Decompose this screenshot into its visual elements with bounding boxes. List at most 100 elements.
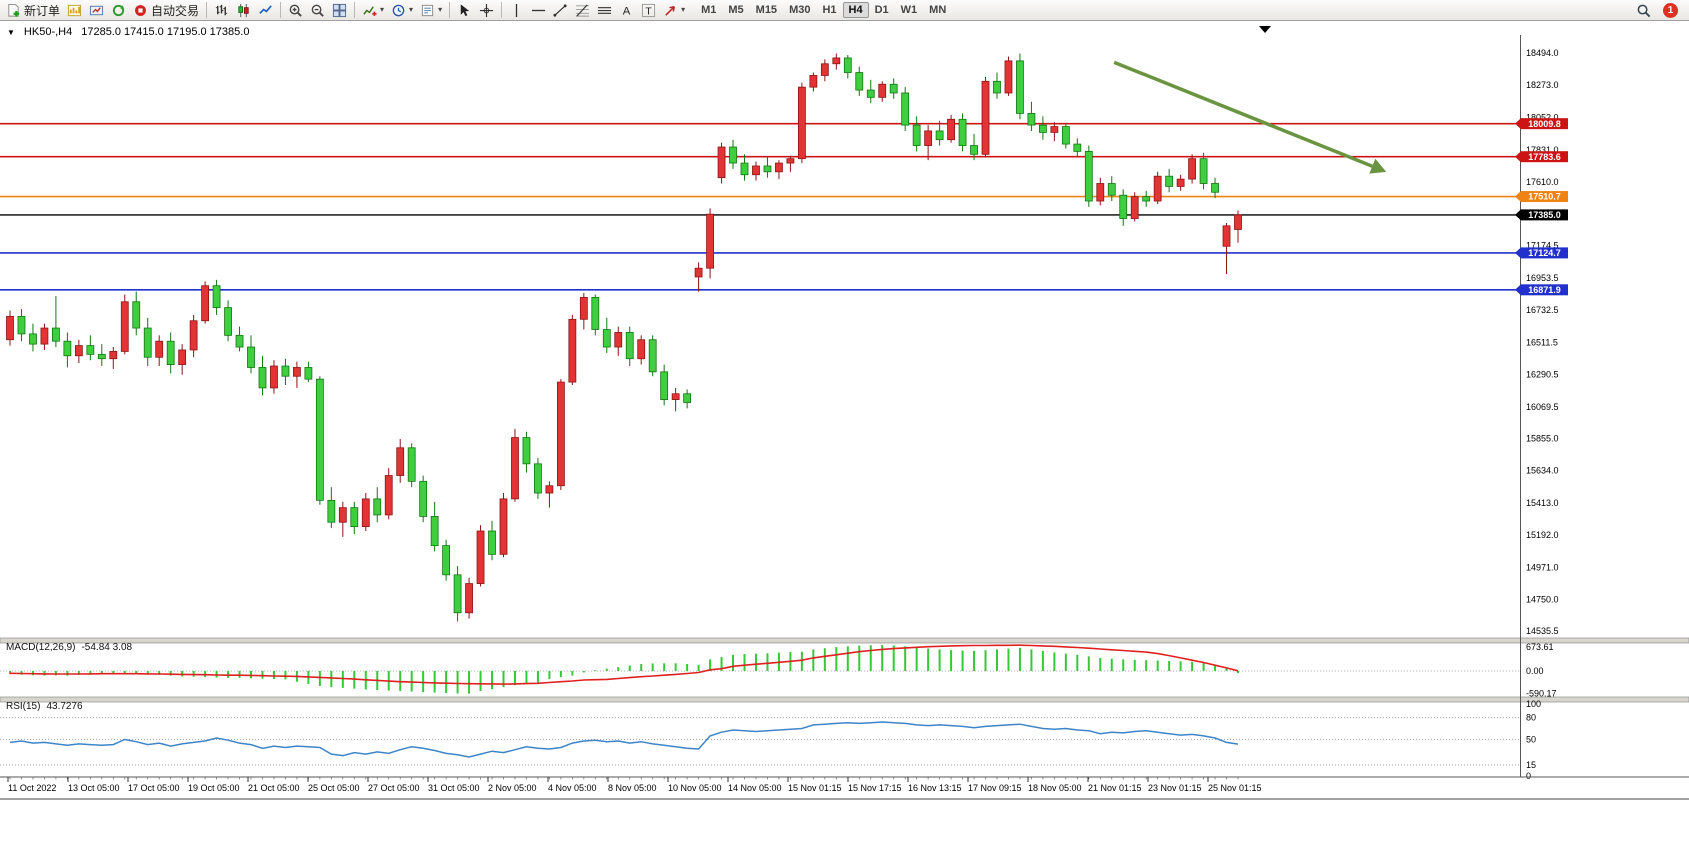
price-badge-17124.7: 17124.7 [1515,247,1568,259]
macd-histogram [9,645,1239,694]
svg-text:4 Nov 05:00: 4 Nov 05:00 [548,783,597,793]
line-chart-button[interactable] [255,1,276,20]
svg-text:16953.5: 16953.5 [1526,273,1559,283]
chart-ohlc-values: 17285.0 17415.0 17195.0 17385.0 [81,26,250,38]
periods-button[interactable]: ▾ [388,1,416,20]
price-lines [0,122,1520,291]
chart-canvas: 18494.018273.018052.017831.017610.017389… [0,21,1689,858]
new-chart-button[interactable] [64,1,85,20]
svg-text:17510.7: 17510.7 [1528,192,1561,202]
timeframe-m1-button[interactable]: M1 [701,4,717,16]
trendline-icon [553,3,568,18]
macd-values: -54.84 3.08 [81,642,133,653]
candles-icon [236,3,251,18]
timeframe-group: M1 M5 M15 M30 H1 H4 D1 W1 MN [695,2,952,18]
timeframe-m15-button[interactable]: M15 [755,4,778,16]
fibonacci-button[interactable] [572,1,593,20]
svg-text:10 Nov 05:00: 10 Nov 05:00 [668,783,722,793]
toolbar-right: 1 [1633,1,1686,20]
cursor-button[interactable] [454,1,475,20]
svg-text:673.61: 673.61 [1526,642,1554,652]
templates-button[interactable]: ▾ [417,1,445,20]
chart-yellow-icon [67,3,82,18]
autotrading-label: 自动交易 [151,3,200,18]
chart-background [0,21,1689,858]
refresh-icon [111,3,126,18]
tile-windows-button[interactable] [329,1,350,20]
notification-badge[interactable]: 1 [1663,2,1678,18]
svg-text:15192.0: 15192.0 [1526,530,1559,540]
refresh-button[interactable] [108,1,129,20]
rsi-indicator-label: RSI(15) 43.7276 [6,701,83,712]
zoom-in-button[interactable] [285,1,306,20]
timeframe-w1-button[interactable]: W1 [900,4,918,16]
svg-text:15 Nov 17:15: 15 Nov 17:15 [848,783,902,793]
vline-icon [509,3,524,18]
toolbar-separator [206,2,208,18]
autotrading-button[interactable]: 自动交易 [130,1,202,20]
vertical-line-button[interactable] [506,1,527,20]
price-badge-16871.9: 16871.9 [1515,284,1568,296]
svg-text:0.00: 0.00 [1526,666,1544,676]
timeframe-m30-button[interactable]: M30 [789,4,811,16]
search-button[interactable] [1633,1,1654,20]
svg-text:15: 15 [1526,760,1536,770]
timeframe-h4-button[interactable]: H4 [842,2,869,18]
collapse-triangle-icon[interactable]: ▼ [7,27,15,37]
text-label-button[interactable]: T [638,1,659,20]
profiles-button[interactable] [86,1,107,20]
svg-text:17174.5: 17174.5 [1526,241,1559,251]
chart-shift-icon[interactable] [1259,26,1271,33]
timeframe-d1-button[interactable]: D1 [874,4,889,16]
chart-window: 18494.018273.018052.017831.017610.017389… [0,21,1689,858]
price-badge-17783.6: 17783.6 [1515,151,1568,163]
caret-down-icon: ▾ [681,5,686,14]
macd-axis-labels: 673.61 0.00 -590.17 [1526,642,1557,699]
candlestick-chart-button[interactable] [233,1,254,20]
macd-name: MACD(12,26,9) [6,642,76,653]
main-toolbar: 新订单 自动交易 ▾ ▾ ▾ A T ▾ M1 M5 M15 M30 H1 H4 D1 W1 MN 1 [0,0,1689,21]
crosshair-button[interactable] [476,1,497,20]
trendline-button[interactable] [550,1,571,20]
rsi-line [9,721,1239,758]
bar-chart-button[interactable] [211,1,232,20]
horizontal-line-button[interactable] [528,1,549,20]
timeframe-h1-button[interactable]: H1 [822,4,837,16]
crosshair-icon [479,3,494,18]
svg-text:19 Oct 05:00: 19 Oct 05:00 [188,783,240,793]
svg-text:100: 100 [1526,699,1541,709]
arrow-icon [663,3,678,18]
svg-text:16069.5: 16069.5 [1526,402,1559,412]
caret-down-icon: ▾ [409,5,414,14]
svg-text:18 Nov 05:00: 18 Nov 05:00 [1028,783,1082,793]
svg-text:21 Nov 01:15: 21 Nov 01:15 [1088,783,1142,793]
timeframe-mn-button[interactable]: MN [929,4,947,16]
cursor-icon [457,3,472,18]
svg-text:80: 80 [1526,713,1536,723]
panel-splitter[interactable] [0,637,1689,644]
new-order-button[interactable]: 新订单 [3,1,63,20]
zoom-out-icon [310,3,325,18]
trend-arrow[interactable] [1113,60,1387,174]
arrows-button[interactable]: ▾ [660,1,688,20]
text-a-icon: A [619,3,634,18]
svg-text:23 Nov 01:15: 23 Nov 01:15 [1148,783,1202,793]
indicators-button[interactable]: ▾ [359,1,387,20]
panel-splitter[interactable] [0,696,1689,703]
svg-text:15 Nov 01:15: 15 Nov 01:15 [788,783,842,793]
svg-text:A: A [623,5,631,17]
autotrading-icon [133,3,148,18]
equidistant-lines-button[interactable] [594,1,615,20]
svg-text:0: 0 [1526,771,1531,781]
price-badge-17385.0: 17385.0 [1515,209,1568,221]
bars-icon [214,3,229,18]
zoom-out-button[interactable] [307,1,328,20]
profiles-icon [89,3,104,18]
text-button[interactable]: A [616,1,637,20]
svg-text:16 Nov 13:15: 16 Nov 13:15 [908,783,962,793]
doc-plus-icon [6,3,21,18]
svg-text:25 Oct 05:00: 25 Oct 05:00 [308,783,360,793]
timeframe-m5-button[interactable]: M5 [728,4,744,16]
svg-text:31 Oct 05:00: 31 Oct 05:00 [428,783,480,793]
search-icon [1636,3,1651,18]
